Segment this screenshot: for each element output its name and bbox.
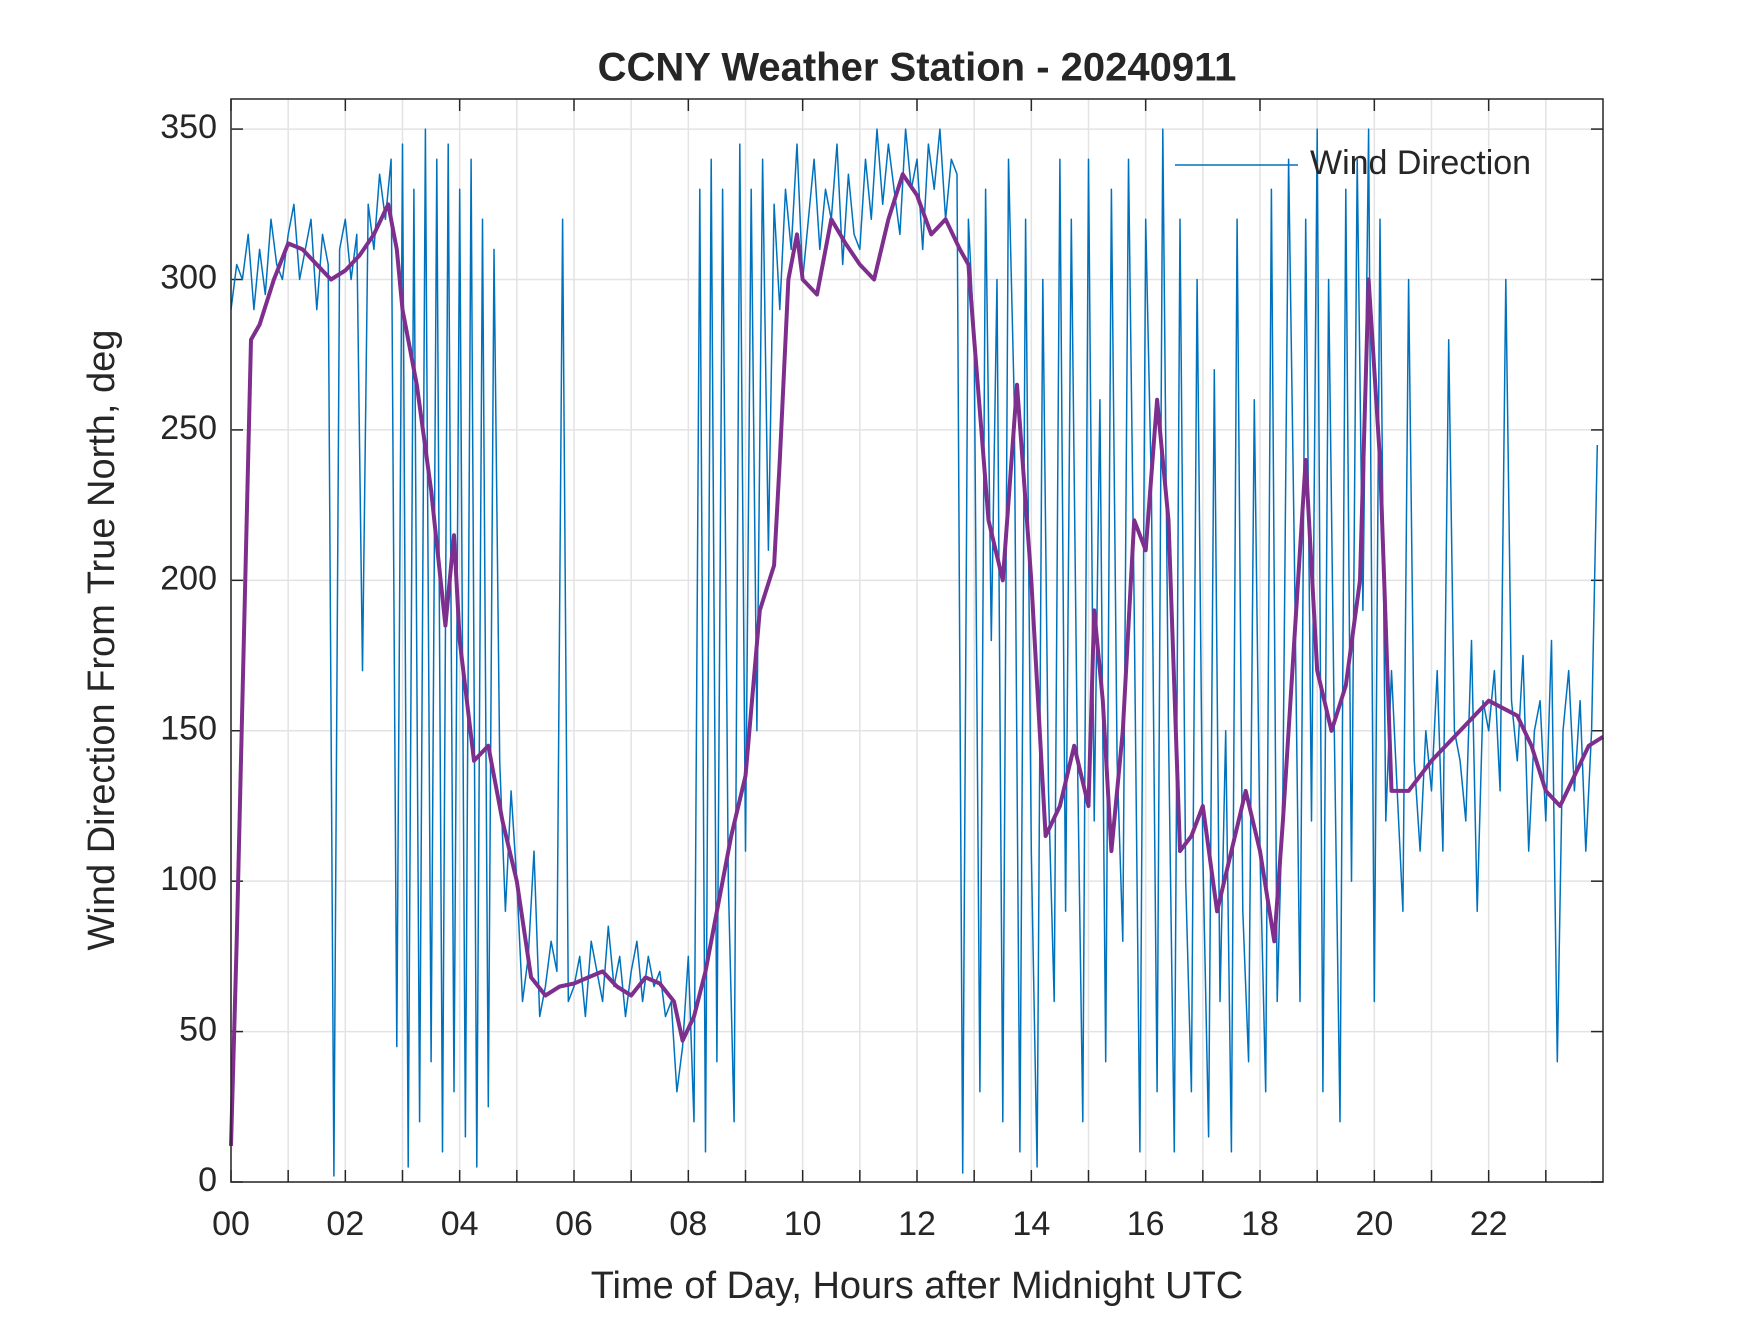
x-tick-label: 20	[1355, 1205, 1393, 1243]
x-tick-label: 04	[441, 1205, 479, 1243]
plot-frame	[230, 98, 1604, 1183]
x-tick-label: 02	[326, 1205, 364, 1243]
y-tick-label: 100	[160, 860, 217, 898]
x-tick-label: 14	[1012, 1205, 1050, 1243]
y-tick-label: 250	[160, 409, 217, 447]
y-tick-label: 50	[179, 1011, 217, 1049]
y-axis-label: Wind Direction From True North, deg	[81, 330, 123, 951]
x-tick-label: 12	[898, 1205, 936, 1243]
y-tick-label: 150	[160, 710, 217, 748]
legend-label: Wind Direction	[1310, 144, 1531, 182]
x-tick-label: 08	[669, 1205, 707, 1243]
x-axis-label: Time of Day, Hours after Midnight UTC	[591, 1265, 1244, 1307]
x-tick-label: 06	[555, 1205, 593, 1243]
x-tick-label: 16	[1127, 1205, 1165, 1243]
data-line	[229, 172, 1605, 1146]
x-tick-label: 22	[1470, 1205, 1508, 1243]
chart-title: CCNY Weather Station - 20240911	[598, 46, 1237, 90]
y-tick-label: 350	[160, 108, 217, 146]
y-tick-label: 0	[198, 1161, 217, 1199]
data-line	[230, 128, 1599, 1177]
x-tick-label: 18	[1241, 1205, 1279, 1243]
y-tick-label: 300	[160, 258, 217, 296]
x-tick-label: 10	[784, 1205, 822, 1243]
y-tick-label: 200	[160, 559, 217, 597]
x-tick-label: 00	[212, 1205, 250, 1243]
